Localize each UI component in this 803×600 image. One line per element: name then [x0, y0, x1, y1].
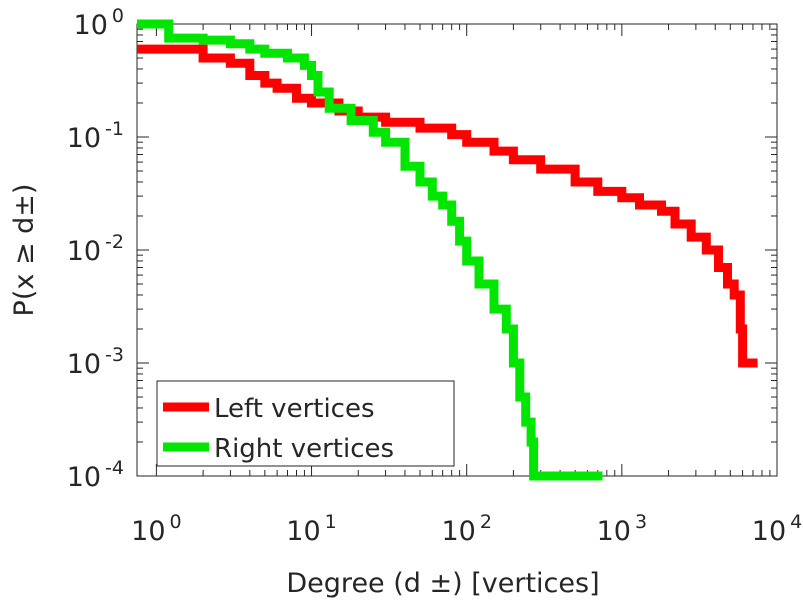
y-tick-label: 10 -2	[67, 231, 124, 267]
legend: Left vertices Right vertices	[156, 380, 455, 467]
legend-label-left-vertices: Left vertices	[214, 394, 375, 424]
legend-label-right-vertices: Right vertices	[214, 434, 394, 464]
y-tick-label: 10 0	[74, 5, 124, 41]
x-tick-label: 10 3	[597, 511, 647, 547]
tick-labels: 10 0 10 1 10 2 10 3 10 4 10 0 10 -1 10 -2 10 -3 10 -4	[67, 5, 803, 547]
y-axis-label: P(x ≥ d±)	[9, 184, 40, 317]
axis-ticks	[137, 23, 778, 477]
series-layer	[137, 19, 758, 481]
x-tick-label: 10 0	[131, 511, 181, 547]
x-tick-label: 10 4	[752, 511, 802, 547]
series-line-right-vertices	[137, 19, 603, 481]
legend-box	[156, 380, 455, 467]
y-tick-label: 10 -3	[67, 344, 124, 380]
y-tick-label: 10 -4	[67, 457, 124, 493]
y-tick-label: 10 -1	[67, 118, 124, 154]
x-axis-label: Degree (d ±) [vertices]	[286, 568, 599, 599]
series-line-left-vertices	[137, 44, 758, 368]
x-tick-label: 10 1	[286, 511, 336, 547]
x-tick-label: 10 2	[441, 511, 491, 547]
